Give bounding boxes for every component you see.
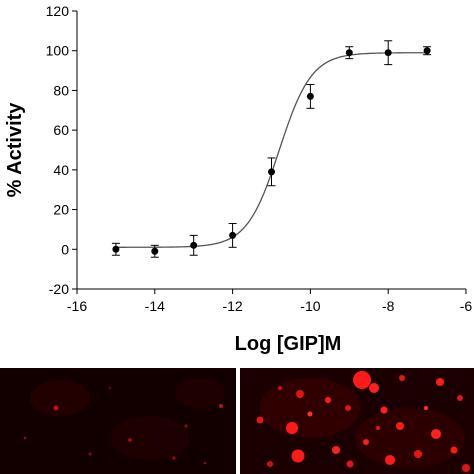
data-point	[345, 49, 353, 57]
dose-response-chart: -20 0 20 40 60 80 100 120 -16 -14 -12 -10 -8 -6 % Ac…	[4, 3, 473, 355]
y-tick-label: 20	[53, 202, 69, 218]
data-point	[306, 92, 314, 100]
x-tick-label: -10	[300, 298, 320, 314]
data-point	[229, 231, 237, 239]
left-micrograph-image	[0, 368, 236, 474]
right-micrograph-image	[240, 368, 474, 474]
fit-curve	[115, 52, 428, 248]
data-point	[190, 241, 198, 249]
y-tick-label: 120	[46, 3, 70, 19]
y-tick-label: 100	[46, 43, 70, 59]
x-tick-label: -6	[460, 298, 473, 314]
x-tick-label: -8	[382, 298, 395, 314]
data-point	[151, 247, 159, 255]
y-axis-title: % Activity	[4, 102, 26, 198]
y-tick-label: 40	[53, 162, 69, 178]
y-tick-label: 80	[53, 82, 69, 98]
data-points	[112, 47, 431, 255]
x-axis-title: Log [GIP]M	[235, 333, 342, 355]
right-micrograph-panel	[240, 368, 474, 474]
y-tick-label: -20	[49, 281, 69, 297]
data-point	[268, 168, 275, 176]
data-point	[423, 47, 431, 55]
micrograph-panels	[0, 368, 474, 474]
x-tick-label: -16	[67, 298, 87, 314]
data-point	[112, 245, 120, 253]
x-tick-label: -14	[145, 298, 165, 314]
y-tick-label: 60	[53, 122, 69, 138]
axes	[76, 11, 466, 290]
x-tick-label: -12	[222, 298, 242, 314]
y-tick-label: 0	[61, 241, 69, 257]
error-bars	[111, 40, 432, 258]
y-ticks: -20 0 20 40 60 80 100 120	[46, 3, 77, 297]
data-point	[384, 49, 392, 57]
x-ticks: -16 -14 -12 -10 -8 -6	[67, 289, 473, 314]
left-micrograph-panel	[0, 368, 236, 474]
